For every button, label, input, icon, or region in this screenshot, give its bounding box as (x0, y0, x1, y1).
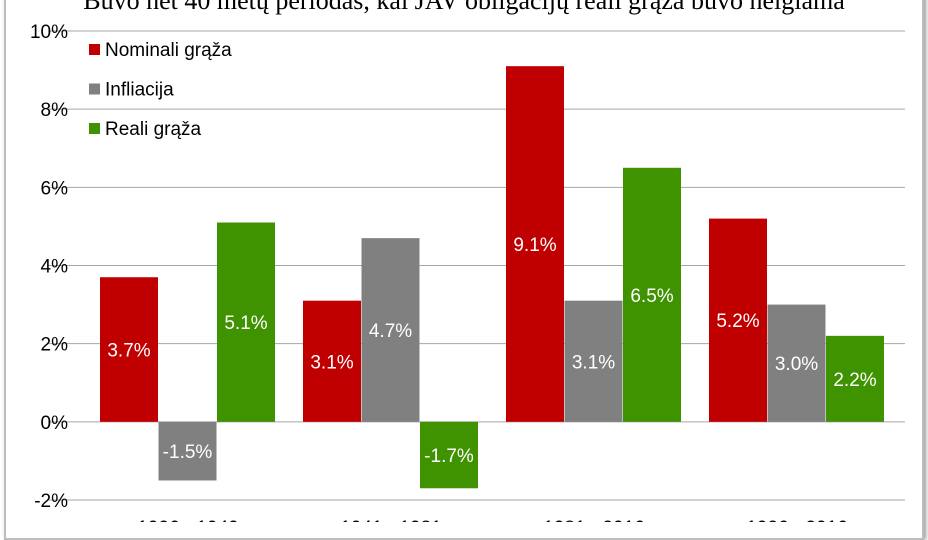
x-tick-label: 1981 - 2016 (543, 518, 644, 522)
bar-nominali-grąža (506, 66, 564, 422)
bar-infliacija (158, 421, 217, 481)
bar-nominali-grąža (100, 277, 158, 422)
bar-reali-grąža (623, 167, 681, 422)
bar-reali-grąža (217, 222, 275, 422)
data-label: 3.0% (775, 354, 818, 375)
data-label: 3.1% (310, 352, 353, 373)
y-tick-label: 6% (41, 178, 69, 199)
chart-title: Buvo net 40 metų periodas, kai JAV oblig… (83, 0, 845, 15)
legend-swatch (89, 44, 100, 55)
y-tick-label: -2% (34, 491, 68, 512)
y-tick-label: 4% (41, 257, 69, 278)
legend-swatch (89, 83, 100, 95)
data-label: 3.1% (572, 352, 615, 373)
y-tick-label: 2% (41, 335, 69, 356)
data-label: -1.5% (163, 442, 213, 463)
data-label: -1.7% (424, 446, 474, 467)
bar-nominali-grąža (709, 218, 767, 422)
bar-nominali-grąža (303, 300, 361, 422)
data-label: 4.7% (369, 321, 412, 342)
x-tick-label: 1926 - 1940 (137, 518, 238, 522)
y-tick-label: 8% (41, 100, 69, 121)
legend-label: Infliacija (105, 80, 174, 101)
data-label: 9.1% (513, 235, 556, 256)
bar-infliacija (361, 238, 420, 422)
legend-label: Nominali grąža (105, 40, 232, 61)
bar-reali-grąža (826, 335, 884, 422)
x-tick-label: 1941 - 1981 (340, 518, 441, 522)
bar-chart: -2% 0% 2% 4% 6% 8% 10% 3.7% -1.5% 5.1% 1926 - 1940… (30, 22, 905, 522)
data-label: 5.2% (716, 311, 759, 332)
data-label: 5.1% (224, 313, 267, 334)
data-label: 3.7% (107, 341, 150, 362)
y-tick-label: 0% (41, 413, 69, 434)
data-label: 2.2% (833, 370, 876, 391)
legend-label: Reali grąža (105, 119, 202, 140)
bar-infliacija (564, 300, 623, 422)
data-label: 6.5% (630, 286, 673, 307)
bar-reali-grąža (420, 421, 478, 489)
bar-infliacija (767, 304, 826, 422)
legend-swatch (89, 123, 100, 134)
x-tick-label: 1926 - 2016 (746, 518, 847, 522)
y-tick-label: 10% (30, 22, 68, 43)
